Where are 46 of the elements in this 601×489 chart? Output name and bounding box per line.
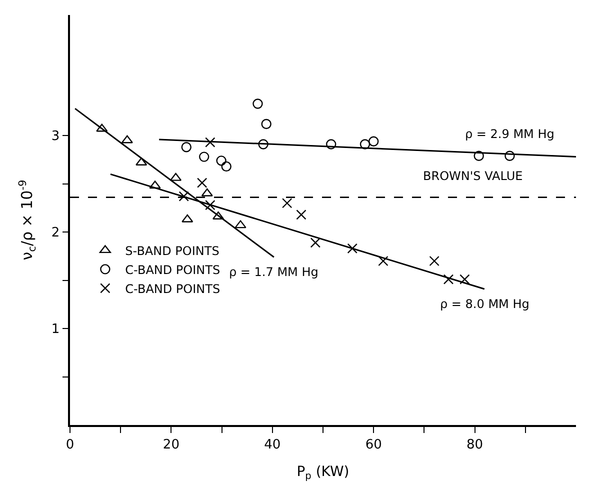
point xyxy=(178,191,189,202)
point xyxy=(326,139,336,150)
point xyxy=(504,150,515,161)
series-label: ρ = 2.9 MM Hg xyxy=(465,127,554,141)
x-tick-label: 20 xyxy=(162,437,180,452)
point xyxy=(96,124,108,132)
y-tick-label: 1 xyxy=(51,322,60,338)
point xyxy=(261,118,272,130)
point xyxy=(429,256,440,266)
point xyxy=(221,161,232,172)
point xyxy=(378,256,388,266)
point xyxy=(205,137,216,148)
x-tick-label: 80 xyxy=(466,437,484,452)
y-tick-label: 3 xyxy=(51,129,60,144)
point xyxy=(360,139,370,150)
point xyxy=(234,220,246,228)
point xyxy=(201,188,213,196)
point xyxy=(282,198,292,208)
point xyxy=(205,200,216,210)
point xyxy=(196,178,208,188)
x-tick-label: 60 xyxy=(365,437,382,452)
series-label: ρ = 8.0 MM Hg xyxy=(440,297,530,311)
series-label: ρ = 1.7 MM Hg xyxy=(229,265,318,279)
point xyxy=(443,274,454,284)
legend-label: C-BAND POINTS xyxy=(125,262,220,277)
point xyxy=(460,274,470,284)
point xyxy=(310,238,321,248)
point xyxy=(474,150,484,161)
point xyxy=(198,152,210,162)
point xyxy=(258,139,268,150)
point xyxy=(368,136,379,146)
legend-label: C-BAND POINTS xyxy=(125,282,220,296)
point xyxy=(347,243,358,254)
point xyxy=(121,135,133,144)
point xyxy=(182,214,194,222)
point xyxy=(216,156,226,166)
x-axis-title: P$_{p}$ (KW) xyxy=(296,464,350,482)
point xyxy=(149,180,161,189)
legend-label: S-BAND POINTS xyxy=(125,244,220,258)
y-tick-label: 2 xyxy=(51,226,60,241)
point xyxy=(296,210,306,220)
x-tick-label: 0 xyxy=(66,437,74,452)
x-tick-label: 40 xyxy=(264,437,281,452)
point xyxy=(181,142,192,152)
ref-line-label: BROWN'S VALUE xyxy=(423,169,523,183)
point xyxy=(252,98,263,109)
